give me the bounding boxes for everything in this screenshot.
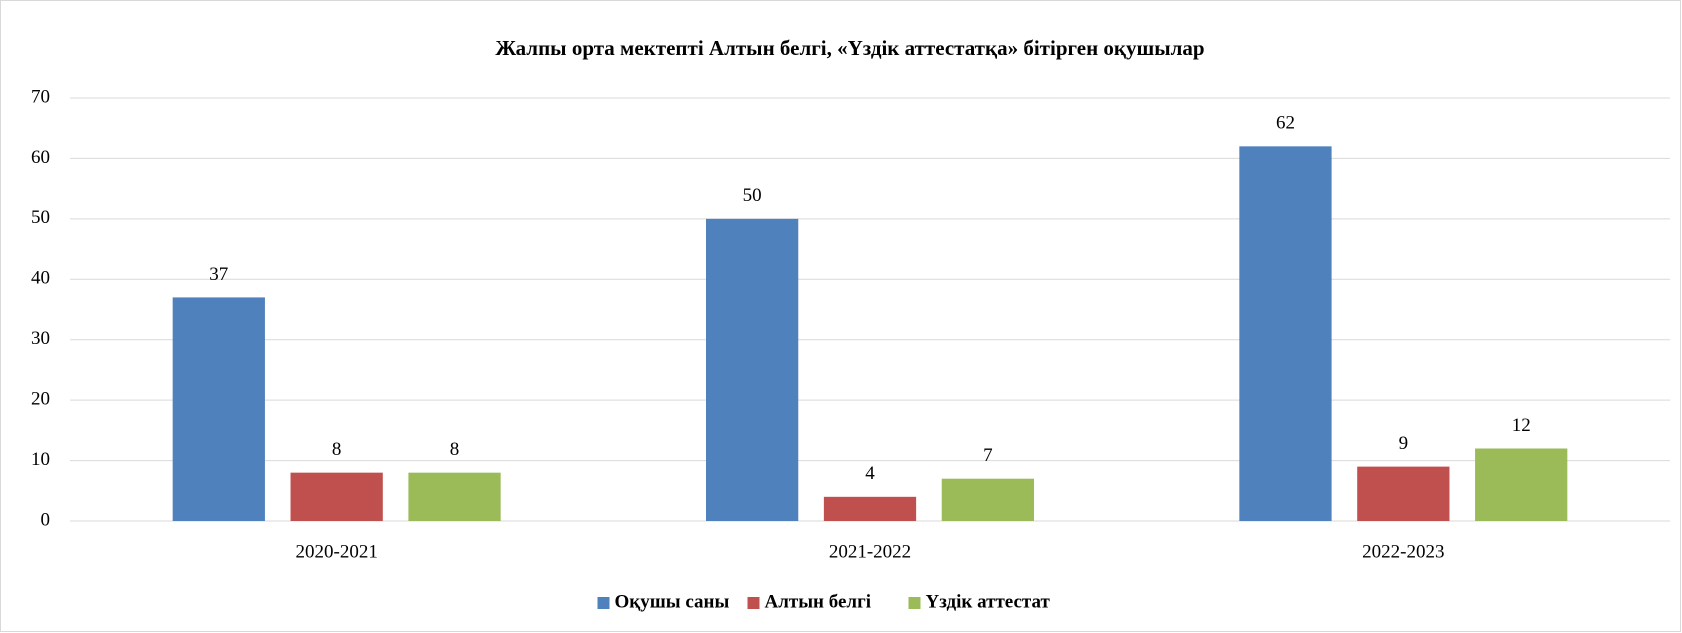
bar bbox=[1475, 448, 1568, 521]
data-label: 37 bbox=[209, 264, 228, 285]
bar bbox=[941, 478, 1034, 521]
x-tick-label: 2020-2021 bbox=[296, 541, 378, 562]
bar bbox=[823, 496, 917, 521]
data-label: 9 bbox=[1399, 433, 1409, 454]
chart-title: Жалпы орта мектепті Алтын белгі, «Үздік … bbox=[495, 36, 1204, 60]
data-label: 8 bbox=[332, 439, 342, 460]
data-label: 12 bbox=[1512, 415, 1531, 436]
bar bbox=[172, 297, 265, 521]
y-tick-label: 70 bbox=[31, 86, 50, 107]
bar bbox=[1239, 146, 1332, 522]
bar bbox=[290, 472, 383, 521]
bar bbox=[408, 472, 501, 521]
y-tick-label: 20 bbox=[31, 389, 50, 410]
data-label: 62 bbox=[1276, 113, 1295, 134]
data-label: 8 bbox=[450, 439, 460, 460]
bar bbox=[706, 218, 799, 521]
legend-label: Алтын белгі bbox=[765, 591, 872, 612]
data-label: 7 bbox=[983, 445, 993, 466]
legend-swatch bbox=[597, 597, 610, 609]
legend-label: Үздік аттестат bbox=[926, 591, 1051, 612]
y-tick-label: 60 bbox=[31, 147, 50, 168]
legend-swatch bbox=[747, 597, 760, 609]
y-tick-label: 30 bbox=[31, 328, 50, 349]
legend-swatch bbox=[908, 597, 921, 609]
x-tick-label: 2022-2023 bbox=[1362, 541, 1444, 562]
data-label: 50 bbox=[743, 185, 762, 206]
y-tick-label: 0 bbox=[41, 509, 51, 530]
data-label: 4 bbox=[865, 463, 875, 484]
x-tick-label: 2021-2022 bbox=[829, 541, 911, 562]
y-tick-label: 10 bbox=[31, 449, 50, 470]
bar bbox=[1357, 466, 1450, 521]
legend-label: Оқушы саны bbox=[615, 591, 730, 612]
y-tick-label: 50 bbox=[31, 207, 50, 228]
y-tick-label: 40 bbox=[31, 268, 50, 289]
